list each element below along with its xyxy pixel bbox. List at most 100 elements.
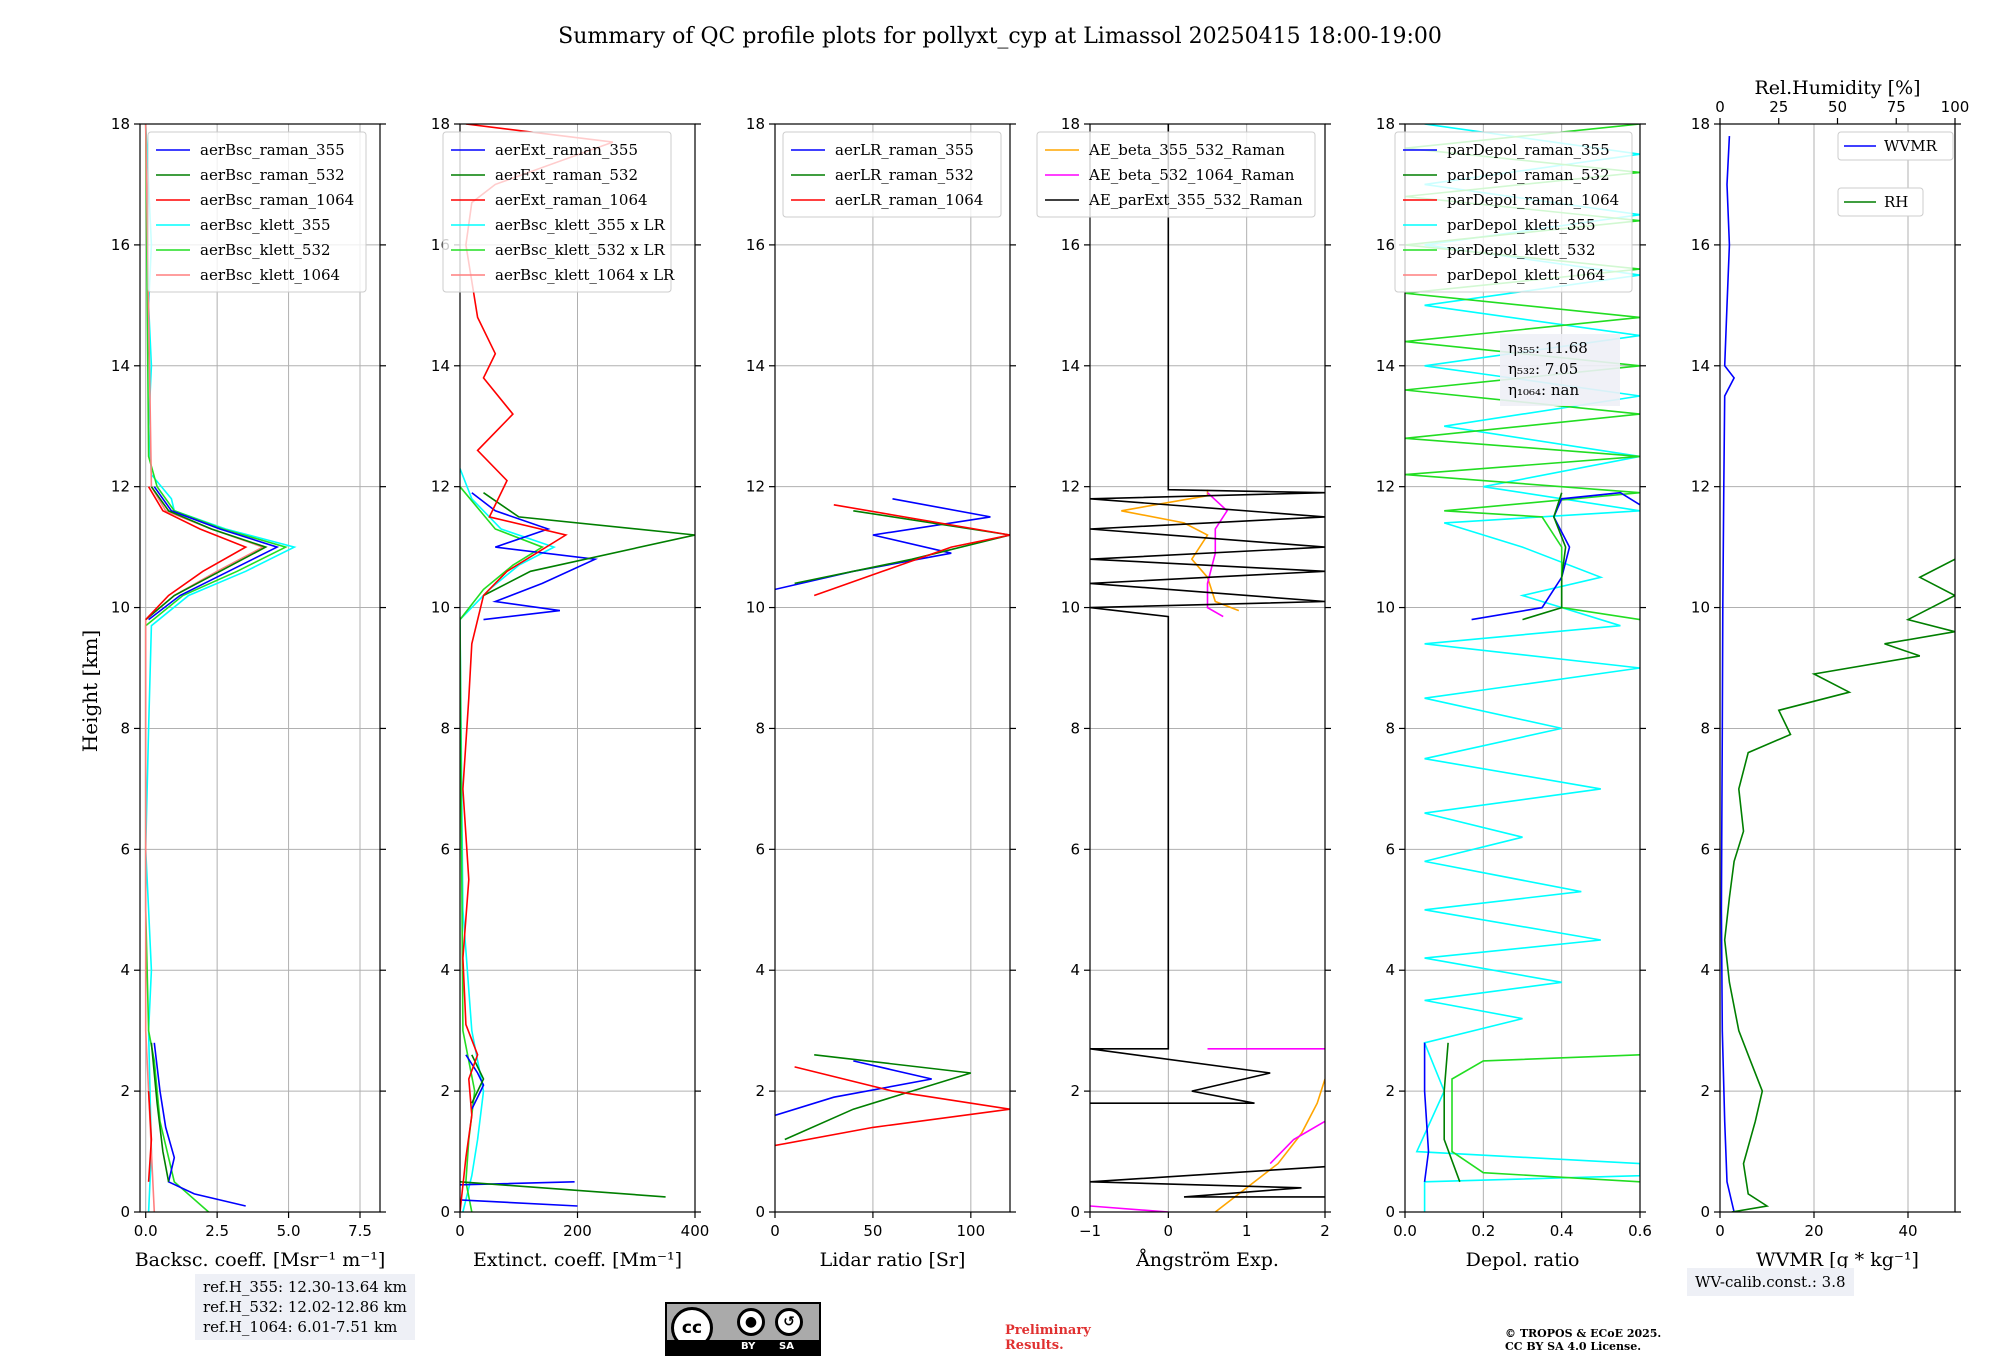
y-tick-label: 14 (746, 357, 765, 375)
legend-label: WVMR (1884, 137, 1938, 155)
axes-frame (1089, 123, 1326, 1213)
badge-by-text: BY (741, 1341, 756, 1352)
series-aerBsc_raman_532 (145, 486, 268, 1182)
legend-lidar_ratio: aerLR_raman_355 aerLR_raman_532 aerLR_rama… (782, 131, 1002, 218)
y-tick-label: 2 (1700, 1082, 1710, 1100)
y-tick-label: 16 (1376, 236, 1395, 254)
y-tick-label: 14 (1376, 357, 1395, 375)
ref-h-532: ref.H_532: 12.02-12.86 km (203, 1298, 407, 1316)
panel-depol: 0 2 4 6 8 10 12 14 16 18 0.0 0.2 0.4 0.6 Depol. ratio p… (1376, 115, 1652, 1271)
series-AE_parExt_355_532_Raman (1090, 124, 1325, 1198)
legend-label: parDepol_raman_1064 (1447, 191, 1619, 209)
y-tick-label: 12 (1061, 478, 1080, 496)
top-x-tick-label: 25 (1769, 98, 1788, 116)
y-tick-label: 12 (431, 478, 450, 496)
legend-label: parDepol_klett_355 (1447, 216, 1596, 234)
figure-title: Summary of QC profile plots for pollyxt_… (558, 24, 1442, 49)
y-tick-label: 14 (431, 357, 450, 375)
wv-calibration-note: WV-calib.const.: 3.8 (1687, 1268, 1854, 1296)
y-tick-label: 18 (111, 115, 130, 133)
axes-frame (139, 123, 381, 1213)
y-tick-label: 0 (120, 1203, 130, 1221)
y-tick-label: 4 (1385, 961, 1395, 979)
eta-label: η₃₅₅: 11.68 (1508, 339, 1588, 357)
y-tick-label: 2 (1070, 1082, 1080, 1100)
top-x-tick-label: 50 (1828, 98, 1847, 116)
x-tick-label: 0.0 (1393, 1222, 1417, 1240)
legend-label: aerExt_raman_355 (495, 141, 638, 159)
y-tick-label: 6 (120, 840, 130, 858)
preliminary-line-1: Preliminary (1005, 1323, 1091, 1338)
legend-label: parDepol_klett_1064 (1447, 266, 1605, 284)
series-aerLR_raman_1064 (775, 504, 1010, 1147)
legend-backscatter: aerBsc_raman_355 aerBsc_raman_532 aerBsc_r… (147, 131, 367, 293)
legend-label: aerExt_raman_1064 (495, 191, 648, 209)
x-tick-label: 0.4 (1550, 1222, 1574, 1240)
x-tick-label: 40 (1898, 1222, 1917, 1240)
series-group (1090, 124, 1325, 1212)
x-axis-label: Extinct. coeff. [Mm⁻¹] (473, 1249, 682, 1271)
series-parDepol_klett_355 (1415, 124, 1640, 1212)
top-x-tick-label: 100 (1941, 98, 1970, 116)
legend-box (1036, 131, 1316, 218)
x-axis-label: Backsc. coeff. [Msr⁻¹ m⁻¹] (135, 1249, 386, 1271)
legend-label: aerBsc_klett_355 (200, 216, 331, 234)
y-tick-label: 6 (1385, 840, 1395, 858)
y-tick-label: 18 (1691, 115, 1710, 133)
ref-h-355: ref.H_355: 12.30-13.64 km (203, 1278, 407, 1296)
series-aerBsc_klett_355 x LR (460, 468, 557, 1212)
legend-label: AE_beta_532_1064_Raman (1088, 166, 1295, 184)
x-tick-label: 0.0 (134, 1222, 158, 1240)
y-tick-label: 6 (755, 840, 765, 858)
y-tick-label: 0 (755, 1203, 765, 1221)
legend-label: aerLR_raman_355 (835, 141, 974, 159)
y-tick-label: 8 (755, 719, 765, 737)
x-tick-label: 5.0 (277, 1222, 301, 1240)
copyright-line-2: CC BY SA 4.0 License. (1505, 1340, 1642, 1353)
x-tick-label: 0.2 (1471, 1222, 1495, 1240)
badge-sa-text: SA (779, 1341, 794, 1352)
y-tick-label: 16 (111, 236, 130, 254)
series-group (144, 124, 297, 1212)
legend-box (1394, 131, 1633, 293)
y-tick-label: 18 (431, 115, 450, 133)
y-tick-label: 8 (1700, 719, 1710, 737)
ref-h-1064: ref.H_1064: 6.01-7.51 km (203, 1318, 398, 1336)
panel-backscatter: 0 2 4 6 8 10 12 14 16 18 0.0 2.5 5.0 7.5 Backsc. coeff… (111, 115, 386, 1271)
legend-box (1837, 187, 1924, 217)
y-tick-label: 2 (120, 1082, 130, 1100)
legend-label: AE_parExt_355_532_Raman (1088, 191, 1303, 209)
y-tick-label: 12 (746, 478, 765, 496)
panel-lidar_ratio: 0 2 4 6 8 10 12 14 16 18 0 50 100 Lidar ratio [Sr] aer… (746, 115, 1016, 1271)
x-axis-label: Ångström Exp. (1135, 1249, 1279, 1271)
legend-label: parDepol_raman_532 (1447, 166, 1610, 184)
preliminary-line-2: Results. (1005, 1338, 1064, 1353)
legend-box (782, 131, 1002, 218)
legend-label: aerBsc_raman_355 (200, 141, 345, 159)
y-tick-label: 0 (1700, 1203, 1710, 1221)
legend-wvmr: WVMR RH (1837, 131, 1954, 217)
y-tick-label: 16 (1061, 236, 1080, 254)
y-tick-label: 14 (1061, 357, 1080, 375)
copyright-line-1: © TROPOS & ECoE 2025. (1505, 1327, 1662, 1340)
y-tick-label: 8 (1070, 719, 1080, 737)
x-tick-label: 7.5 (348, 1222, 372, 1240)
y-tick-label: 12 (1691, 478, 1710, 496)
legend-label: aerBsc_klett_1064 (200, 266, 340, 284)
y-tick-label: 18 (746, 115, 765, 133)
x-tick-label: 400 (681, 1222, 710, 1240)
legend-label: AE_beta_355_532_Raman (1088, 141, 1285, 159)
x-tick-label: 0 (770, 1222, 780, 1240)
legend-label: aerLR_raman_1064 (835, 191, 983, 209)
y-tick-label: 0 (1385, 1203, 1395, 1221)
y-tick-label: 8 (120, 719, 130, 737)
x-axis-label: WVMR [g * kg⁻¹] (1756, 1249, 1919, 1271)
y-tick-label: 10 (1061, 599, 1080, 617)
x-tick-label: 1 (1242, 1222, 1252, 1240)
series-group (1720, 136, 1955, 1212)
x-axis-label: Depol. ratio (1466, 1249, 1580, 1271)
series-parDepol_raman_355 (1423, 491, 1640, 1182)
y-tick-label: 6 (1700, 840, 1710, 858)
series-parDepol_raman_532 (1443, 492, 1567, 1183)
